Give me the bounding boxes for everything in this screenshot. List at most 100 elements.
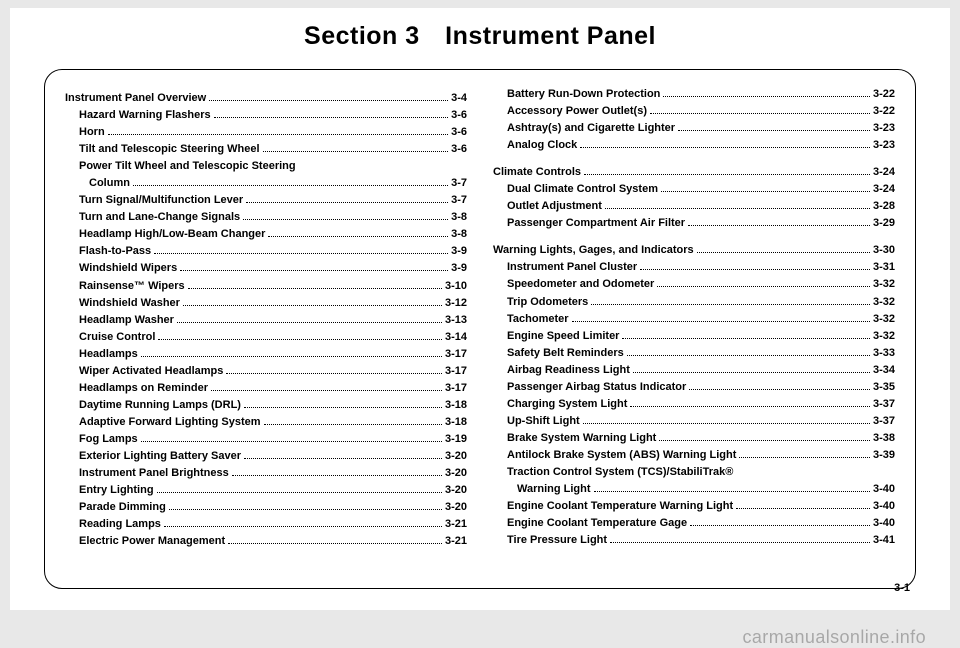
toc-entry-page: 3-40 xyxy=(873,481,895,498)
toc-entry-label: Accessory Power Outlet(s) xyxy=(507,103,647,120)
toc-leader-dots xyxy=(739,452,870,458)
toc-entry-label: Engine Coolant Temperature Gage xyxy=(507,515,687,532)
toc-entry-page: 3-32 xyxy=(873,294,895,311)
toc-entry-label: Flash-to-Pass xyxy=(79,243,151,260)
toc-entry: Engine Coolant Temperature Gage 3-40 xyxy=(493,515,895,532)
toc-entry-page: 3-30 xyxy=(873,242,895,259)
toc-entry: Headlamps on Reminder 3-17 xyxy=(65,380,467,397)
toc-entry-label: Wiper Activated Headlamps xyxy=(79,363,223,380)
toc-entry-label: Battery Run-Down Protection xyxy=(507,86,660,103)
toc-entry-page: 3-13 xyxy=(445,312,467,329)
toc-entry-page: 3-24 xyxy=(873,181,895,198)
toc-entry: Tilt and Telescopic Steering Wheel 3-6 xyxy=(65,141,467,158)
toc-entry-label: Tilt and Telescopic Steering Wheel xyxy=(79,141,260,158)
toc-entry: Battery Run-Down Protection3-22 xyxy=(493,86,895,103)
toc-entry: Headlamp Washer 3-13 xyxy=(65,312,467,329)
page-number: 3-1 xyxy=(894,582,910,594)
toc-entry-continuation: Warning Light3-40 xyxy=(493,481,895,498)
toc-entry-page: 3-40 xyxy=(873,515,895,532)
toc-entry: Wiper Activated Headlamps3-17 xyxy=(65,363,467,380)
toc-leader-dots xyxy=(659,435,870,441)
toc-entry: Flash-to-Pass3-9 xyxy=(65,243,467,260)
toc-entry-page: 3-20 xyxy=(445,448,467,465)
toc-entry-page: 3-10 xyxy=(445,278,467,295)
toc-entry-page: 3-17 xyxy=(445,346,467,363)
toc-entry: Instrument Panel Brightness3-20 xyxy=(65,465,467,482)
toc-entry: Headlamp High/Low-Beam Changer3-8 xyxy=(65,226,467,243)
toc-group-heading: Climate Controls3-24 xyxy=(493,164,895,181)
toc-leader-dots xyxy=(688,220,870,226)
toc-entry-page: 3-9 xyxy=(451,260,467,277)
toc-entry: Turn and Lane-Change Signals3-8 xyxy=(65,209,467,226)
toc-entry-label: Headlamps on Reminder xyxy=(79,380,208,397)
toc-entry-label: Climate Controls xyxy=(493,164,581,181)
toc-entry-label: Antilock Brake System (ABS) Warning Ligh… xyxy=(507,447,736,464)
toc-entry-page: 3-6 xyxy=(451,107,467,124)
toc-entry: Rainsense™ Wipers 3-10 xyxy=(65,278,467,295)
toc-entry-label: Speedometer and Odometer xyxy=(507,276,654,293)
toc-entry-label: Hazard Warning Flashers xyxy=(79,107,211,124)
toc-leader-dots xyxy=(244,402,442,408)
toc-entry-page: 3-14 xyxy=(445,329,467,346)
toc-entry-label: Turn and Lane-Change Signals xyxy=(79,209,240,226)
toc-leader-dots xyxy=(232,470,442,476)
toc-entry: Fog Lamps3-19 xyxy=(65,431,467,448)
toc-entry: Ashtray(s) and Cigarette Lighter3-23 xyxy=(493,120,895,137)
toc-entry: Outlet Adjustment 3-28 xyxy=(493,198,895,215)
toc-entry-page: 3-40 xyxy=(873,498,895,515)
toc-entry-label: Instrument Panel Brightness xyxy=(79,465,229,482)
toc-entry-label: Cruise Control xyxy=(79,329,155,346)
toc-group-heading: Warning Lights, Gages, and Indicators 3-3… xyxy=(493,242,895,259)
toc-entry-label: Warning Lights, Gages, and Indicators xyxy=(493,242,694,259)
toc-entry-label: Headlamp Washer xyxy=(79,312,174,329)
toc-entry-label: Entry Lighting xyxy=(79,482,154,499)
toc-leader-dots xyxy=(108,129,448,135)
toc-entry-label: Windshield Washer xyxy=(79,295,180,312)
toc-leader-dots xyxy=(141,351,442,357)
toc-entry: Reading Lamps3-21 xyxy=(65,516,467,533)
toc-entry: Windshield Wipers3-9 xyxy=(65,260,467,277)
toc-entry: Dual Climate Control System 3-24 xyxy=(493,181,895,198)
toc-entry-label: Outlet Adjustment xyxy=(507,198,602,215)
toc-entry-page: 3-4 xyxy=(451,90,467,107)
toc-entry-label: Dual Climate Control System xyxy=(507,181,658,198)
toc-entry-page: 3-31 xyxy=(873,259,895,276)
toc-leader-dots xyxy=(583,418,870,424)
toc-entry-page: 3-38 xyxy=(873,430,895,447)
toc-entry-label: Up-Shift Light xyxy=(507,413,580,430)
toc-entry-page: 3-28 xyxy=(873,198,895,215)
toc-leader-dots xyxy=(572,316,870,322)
toc-entry: Analog Clock3-23 xyxy=(493,137,895,154)
toc-entry: Up-Shift Light 3-37 xyxy=(493,413,895,430)
toc-entry-label: Exterior Lighting Battery Saver xyxy=(79,448,241,465)
toc-entry-label: Traction Control System (TCS)/StabiliTra… xyxy=(507,464,733,481)
toc-entry: Brake System Warning Light 3-38 xyxy=(493,430,895,447)
toc-leader-dots xyxy=(244,453,442,459)
toc-leader-dots xyxy=(264,419,442,425)
toc-leader-dots xyxy=(640,264,870,270)
toc-entry: Engine Coolant Temperature Warning Light… xyxy=(493,498,895,515)
toc-leader-dots xyxy=(663,91,870,97)
toc-entry-page: 3-22 xyxy=(873,103,895,120)
toc-entry-page: 3-6 xyxy=(451,141,467,158)
toc-entry: Instrument Panel Cluster3-31 xyxy=(493,259,895,276)
toc-entry: Tachometer3-32 xyxy=(493,311,895,328)
toc-entry: Daytime Running Lamps (DRL)3-18 xyxy=(65,397,467,414)
toc-entry-label: Headlamp High/Low-Beam Changer xyxy=(79,226,265,243)
toc-leader-dots xyxy=(169,504,442,510)
toc-entry-label: Brake System Warning Light xyxy=(507,430,656,447)
toc-entry-page: 3-17 xyxy=(445,380,467,397)
toc-entry: Adaptive Forward Lighting System3-18 xyxy=(65,414,467,431)
toc-entry: Antilock Brake System (ABS) Warning Ligh… xyxy=(493,447,895,464)
toc-entry-label: Rainsense™ Wipers xyxy=(79,278,185,295)
toc-entry-page: 3-18 xyxy=(445,414,467,431)
toc-leader-dots xyxy=(657,281,870,287)
toc-leader-dots xyxy=(689,384,870,390)
toc-entry-page: 3-35 xyxy=(873,379,895,396)
toc-entry-label: Airbag Readiness Light xyxy=(507,362,630,379)
toc-entry-page: 3-37 xyxy=(873,413,895,430)
toc-entry-label: Engine Coolant Temperature Warning Light xyxy=(507,498,733,515)
toc-entry-label: Tire Pressure Light xyxy=(507,532,607,549)
toc-entry-page: 3-32 xyxy=(873,276,895,293)
toc-entry: Passenger Airbag Status Indicator3-35 xyxy=(493,379,895,396)
